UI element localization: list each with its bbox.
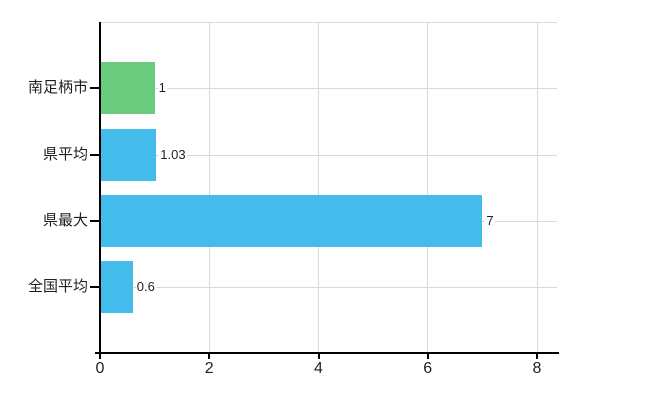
x-tick [208,353,211,359]
grid-line-vertical [536,22,538,353]
y-tick [90,87,100,89]
bar [100,261,133,313]
y-axis-line [99,22,101,353]
y-tick [90,220,100,222]
category-label: 南足柄市 [27,79,88,96]
x-axis-line [95,352,559,354]
grid-line-vertical [427,22,429,353]
grid-line-vertical [318,22,319,353]
bar-value-label: 1 [157,80,167,95]
x-tick [536,353,538,359]
plot-area [100,22,557,353]
x-tick-label: 2 [204,360,214,377]
plot-top-border [100,22,557,23]
grid-line-horizontal [100,87,557,89]
x-tick-label: 8 [532,360,542,377]
category-label: 全国平均 [27,278,88,295]
x-tick [426,353,429,359]
bar-value-label: 7 [485,213,495,228]
x-tick [317,353,320,359]
grid-line-vertical [208,22,210,353]
grid-line-horizontal [100,154,557,156]
bar-value-label: 1.03 [159,147,187,162]
grid-line-horizontal [100,286,557,288]
bar [100,129,157,181]
category-label: 県最大 [42,212,88,229]
x-tick-label: 6 [423,360,433,377]
category-label: 県平均 [42,146,88,163]
x-tick-label: 4 [314,360,323,377]
y-tick [90,286,100,288]
y-tick [90,154,100,156]
bar [100,195,483,247]
x-tick [99,353,101,359]
bar-value-label: 0.6 [135,279,156,294]
bar [100,62,155,114]
x-tick-label: 0 [95,360,105,377]
